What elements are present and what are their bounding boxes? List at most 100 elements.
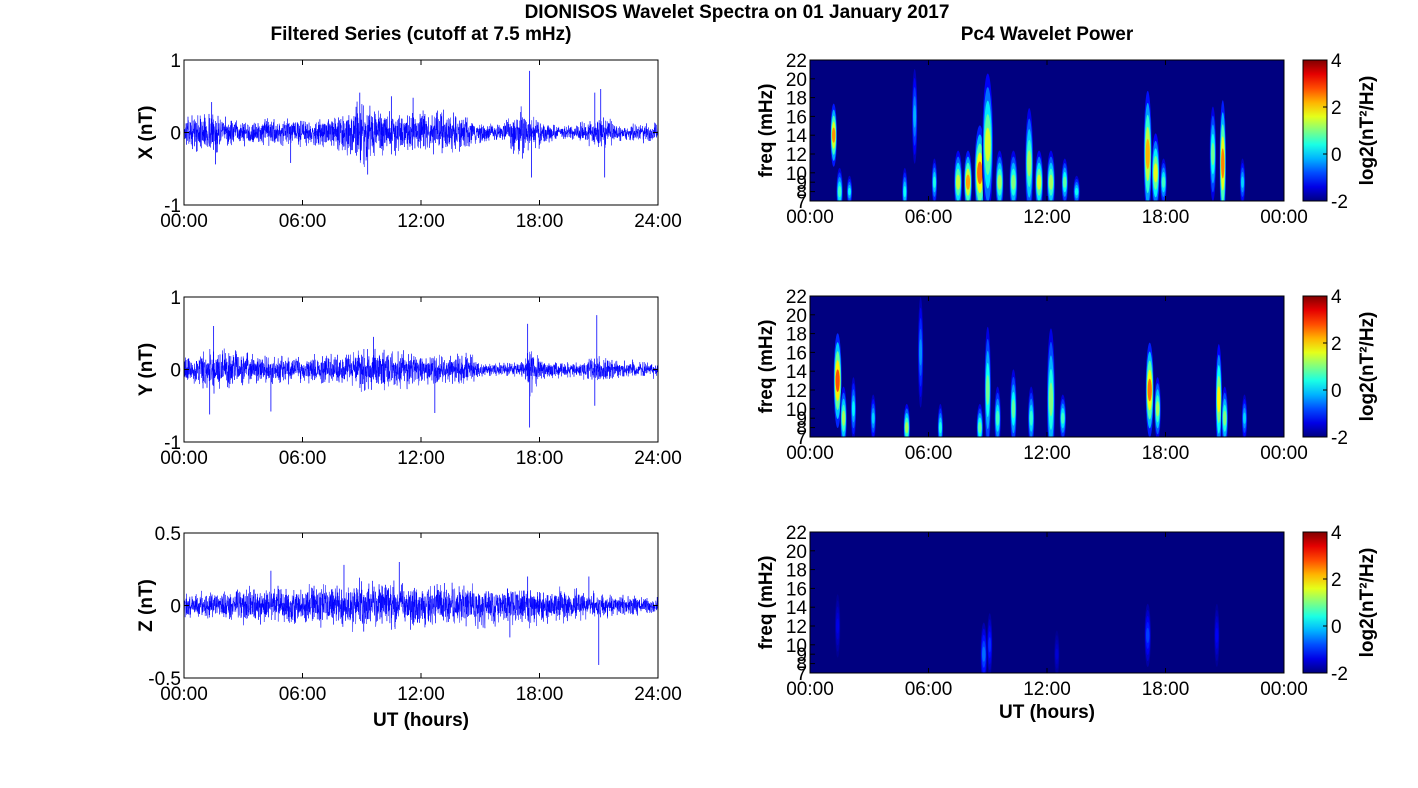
- y-axis-label: freq (mHz): [756, 320, 777, 414]
- power-contour: [832, 127, 836, 143]
- y-axis-label: freq (mHz): [756, 556, 777, 650]
- x-tick-label: 06:00: [905, 443, 953, 464]
- colorbar-tick-label: 0: [1331, 381, 1342, 402]
- power-streak: [1046, 314, 1056, 437]
- y-tick-label: 20: [786, 70, 807, 91]
- power-contour: [938, 421, 942, 434]
- x-axis-label: UT (hours): [373, 710, 469, 731]
- x-tick-label: 18:00: [1142, 207, 1190, 228]
- y-tick-label: 22: [786, 523, 807, 544]
- power-streak: [953, 144, 963, 201]
- y-tick-label: 8: [796, 183, 807, 204]
- series-line-x: [183, 101, 659, 168]
- y-tick-label: 14: [786, 598, 808, 619]
- y-axis-label: freq (mHz): [756, 84, 777, 178]
- colorbar-tick-label: 0: [1331, 145, 1342, 166]
- x-tick-label: 00:00: [1260, 443, 1308, 464]
- panel-z-series: [183, 533, 659, 678]
- power-streak: [1008, 144, 1018, 201]
- power-contour: [1161, 176, 1166, 188]
- power-streak: [1145, 333, 1155, 437]
- x-tick-label: 12:00: [397, 211, 445, 232]
- x-tick-label: 00:00: [786, 443, 834, 464]
- power-contour: [852, 401, 855, 417]
- power-contour: [977, 161, 983, 185]
- y-tick-label: 10: [786, 400, 807, 421]
- x-tick-label: 24:00: [634, 684, 682, 705]
- y-tick-label: 12: [786, 617, 807, 638]
- power-contour: [1243, 412, 1246, 424]
- power-contour: [837, 185, 842, 198]
- power-contour: [965, 174, 971, 190]
- y-tick-label: 22: [786, 51, 807, 72]
- y-tick-label: -1: [164, 196, 181, 217]
- power-streak: [1024, 97, 1034, 201]
- power-streak: [1239, 154, 1246, 201]
- power-contour: [835, 369, 840, 392]
- power-streak: [836, 163, 844, 201]
- power-contour: [956, 174, 961, 190]
- power-contour: [1211, 142, 1215, 166]
- power-contour: [1223, 410, 1227, 426]
- y-tick-label: 18: [786, 325, 807, 346]
- colorbar-label: log2(nT²/Hz): [1357, 76, 1378, 186]
- panel-title: Pc4 Wavelet Power: [961, 24, 1134, 45]
- colorbar-label: log2(nT²/Hz): [1357, 548, 1378, 658]
- y-tick-label: 10: [786, 164, 807, 185]
- power-contour: [1155, 401, 1160, 417]
- y-tick-label: 0: [170, 361, 181, 382]
- y-tick-label: -0.5: [148, 669, 181, 690]
- colorbar: [1302, 295, 1328, 438]
- power-contour: [1217, 386, 1221, 413]
- x-tick-label: 00:00: [160, 448, 208, 469]
- power-contour: [1063, 176, 1067, 188]
- y-axis-label: Z (nT): [136, 579, 157, 632]
- x-tick-label: 18:00: [516, 211, 564, 232]
- power-streak: [1073, 172, 1081, 201]
- power-contour: [982, 646, 986, 662]
- x-tick-label: 06:00: [279, 684, 327, 705]
- y-tick-label: 1: [170, 288, 181, 309]
- power-streak: [901, 163, 908, 201]
- x-tick-label: 12:00: [397, 448, 445, 469]
- colorbar-tick-label: 4: [1331, 523, 1342, 544]
- power-streak: [1215, 333, 1223, 437]
- y-tick-label: 16: [786, 107, 807, 128]
- power-streak: [931, 154, 938, 201]
- y-tick-label: 16: [786, 579, 807, 600]
- x-axis-label: UT (hours): [999, 702, 1095, 723]
- y-tick-label: -1: [164, 433, 181, 454]
- x-tick-label: 24:00: [634, 211, 682, 232]
- heatmap-z_wavelet: [810, 532, 1284, 673]
- x-tick-label: 00:00: [160, 211, 208, 232]
- power-streak: [1221, 380, 1229, 437]
- x-tick-label: 12:00: [1023, 679, 1071, 700]
- figure-title: DIONISOS Wavelet Spectra on 01 January 2…: [525, 2, 950, 23]
- power-streak: [963, 144, 973, 201]
- y-tick-label: 0.5: [155, 524, 181, 545]
- x-tick-label: 12:00: [397, 684, 445, 705]
- power-contour: [871, 412, 875, 424]
- power-streak: [833, 324, 843, 437]
- power-contour: [1037, 174, 1042, 190]
- power-contour: [1221, 148, 1225, 179]
- power-contour: [1241, 176, 1244, 188]
- power-streak: [1034, 144, 1044, 201]
- y-tick-label: 8: [796, 419, 807, 440]
- y-tick-label: 9: [796, 645, 807, 666]
- y-tick-label: 1: [170, 51, 181, 72]
- colorbar-tick-label: 4: [1331, 51, 1342, 72]
- power-contour: [988, 637, 992, 653]
- x-tick-label: 18:00: [516, 684, 564, 705]
- colorbar-tick-label: -2: [1331, 428, 1348, 449]
- colorbar-tick-label: -2: [1331, 192, 1348, 213]
- power-contour: [984, 127, 991, 162]
- y-tick-label: 18: [786, 561, 807, 582]
- heatmap-x_wavelet: [810, 60, 1284, 201]
- x-tick-label: 18:00: [1142, 443, 1190, 464]
- power-streak: [1159, 154, 1168, 201]
- x-tick-label: 24:00: [634, 448, 682, 469]
- series-line-y: [183, 348, 659, 397]
- power-contour: [1027, 150, 1032, 177]
